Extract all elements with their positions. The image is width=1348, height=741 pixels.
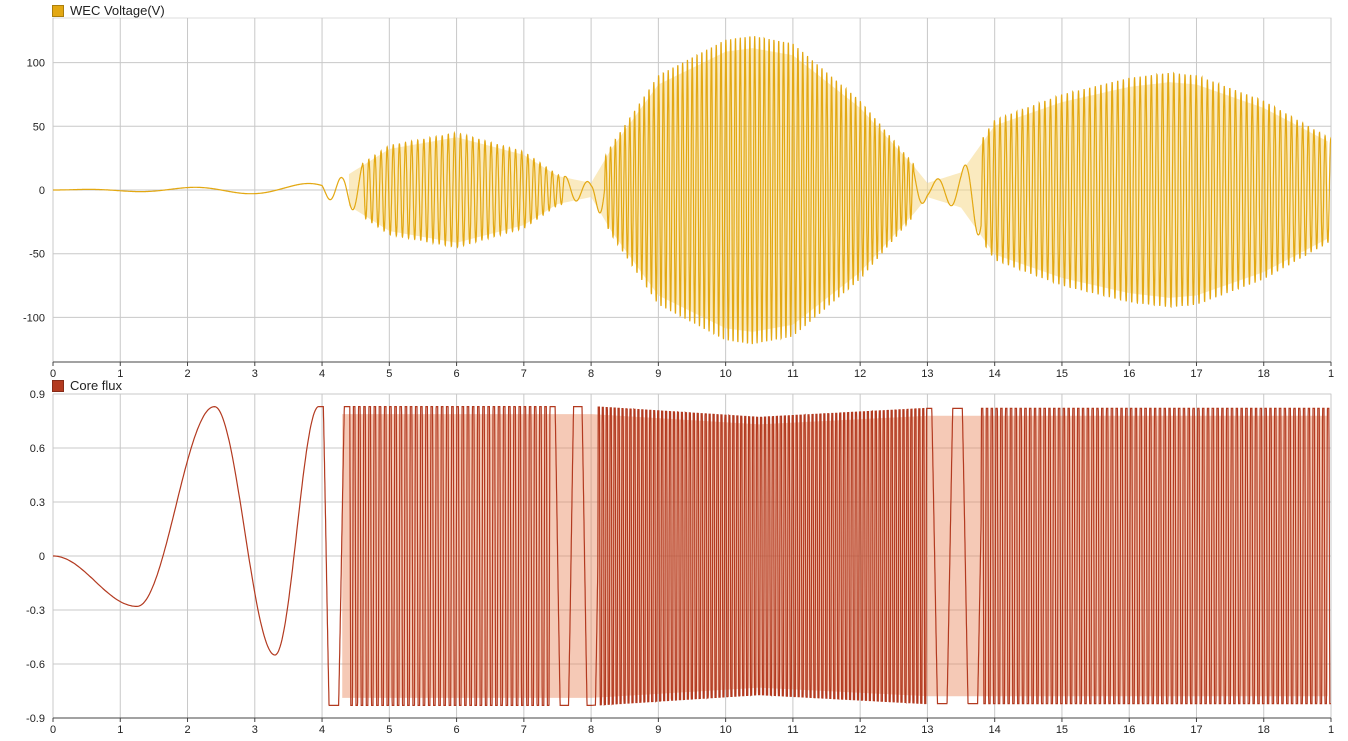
x-tick-label: 6 — [454, 724, 460, 736]
legend-label-voltage: WEC Voltage(V) — [70, 3, 165, 18]
x-tick-label: 2 — [184, 724, 190, 736]
y-tick-label: -50 — [29, 249, 45, 261]
x-tick-label: 18 — [1258, 724, 1270, 736]
x-tick-label: 13 — [921, 368, 933, 380]
x-tick-label: 16 — [1123, 368, 1135, 380]
x-tick-label: 1 — [117, 368, 123, 380]
x-tick-label: 7 — [521, 724, 527, 736]
x-tick-label: 14 — [989, 724, 1001, 736]
x-tick-label: 3 — [252, 368, 258, 380]
legend-label-flux: Core flux — [70, 378, 123, 393]
legend-swatch-flux — [52, 379, 64, 392]
x-tick-label: 0 — [50, 724, 56, 736]
x-tick-label: 0 — [50, 368, 56, 380]
x-tick-label: 12 — [854, 724, 866, 736]
flux-series-line — [53, 405, 1331, 706]
y-tick-label: 0 — [39, 185, 45, 197]
y-tick-label: -0.3 — [26, 605, 45, 617]
x-tick-label: 9 — [655, 724, 661, 736]
x-tick-label: 14 — [989, 368, 1001, 380]
x-tick-label: 1 — [1328, 724, 1334, 736]
x-tick-label: 1 — [1328, 368, 1334, 380]
y-tick-label: 0.6 — [30, 443, 45, 455]
x-tick-label: 8 — [588, 368, 594, 380]
voltage-series-line — [53, 36, 1331, 345]
x-tick-label: 11 — [787, 724, 798, 736]
legend-voltage: WEC Voltage(V) — [52, 3, 165, 18]
x-tick-label: 1 — [117, 724, 123, 736]
x-tick-label: 15 — [1056, 724, 1068, 736]
x-tick-label: 17 — [1190, 724, 1202, 736]
x-tick-label: 3 — [252, 724, 258, 736]
x-tick-label: 5 — [386, 724, 392, 736]
x-tick-label: 7 — [521, 368, 527, 380]
y-tick-label: 0.9 — [30, 389, 45, 401]
y-tick-label: -0.9 — [26, 713, 45, 725]
x-tick-label: 5 — [386, 368, 392, 380]
x-tick-label: 6 — [454, 368, 460, 380]
legend-swatch-voltage — [52, 4, 64, 17]
x-tick-label: 8 — [588, 724, 594, 736]
x-tick-label: 16 — [1123, 724, 1135, 736]
x-tick-label: 4 — [319, 724, 325, 736]
x-tick-label: 10 — [720, 368, 732, 380]
y-tick-label: 0 — [39, 551, 45, 563]
x-tick-label: 10 — [720, 724, 732, 736]
x-tick-label: 15 — [1056, 368, 1068, 380]
y-tick-label: -100 — [23, 312, 45, 324]
x-tick-label: 12 — [854, 368, 866, 380]
x-tick-label: 2 — [184, 368, 190, 380]
x-tick-label: 17 — [1190, 368, 1202, 380]
x-tick-label: 9 — [655, 368, 661, 380]
x-tick-label: 18 — [1258, 368, 1270, 380]
x-tick-label: 11 — [787, 368, 798, 380]
y-tick-label: 50 — [33, 121, 45, 133]
y-tick-label: 0.3 — [30, 497, 45, 509]
y-tick-label: -0.6 — [26, 659, 45, 671]
y-tick-label: 100 — [27, 58, 45, 70]
x-tick-label: 13 — [921, 724, 933, 736]
x-tick-label: 4 — [319, 368, 325, 380]
legend-flux: Core flux — [52, 378, 122, 393]
